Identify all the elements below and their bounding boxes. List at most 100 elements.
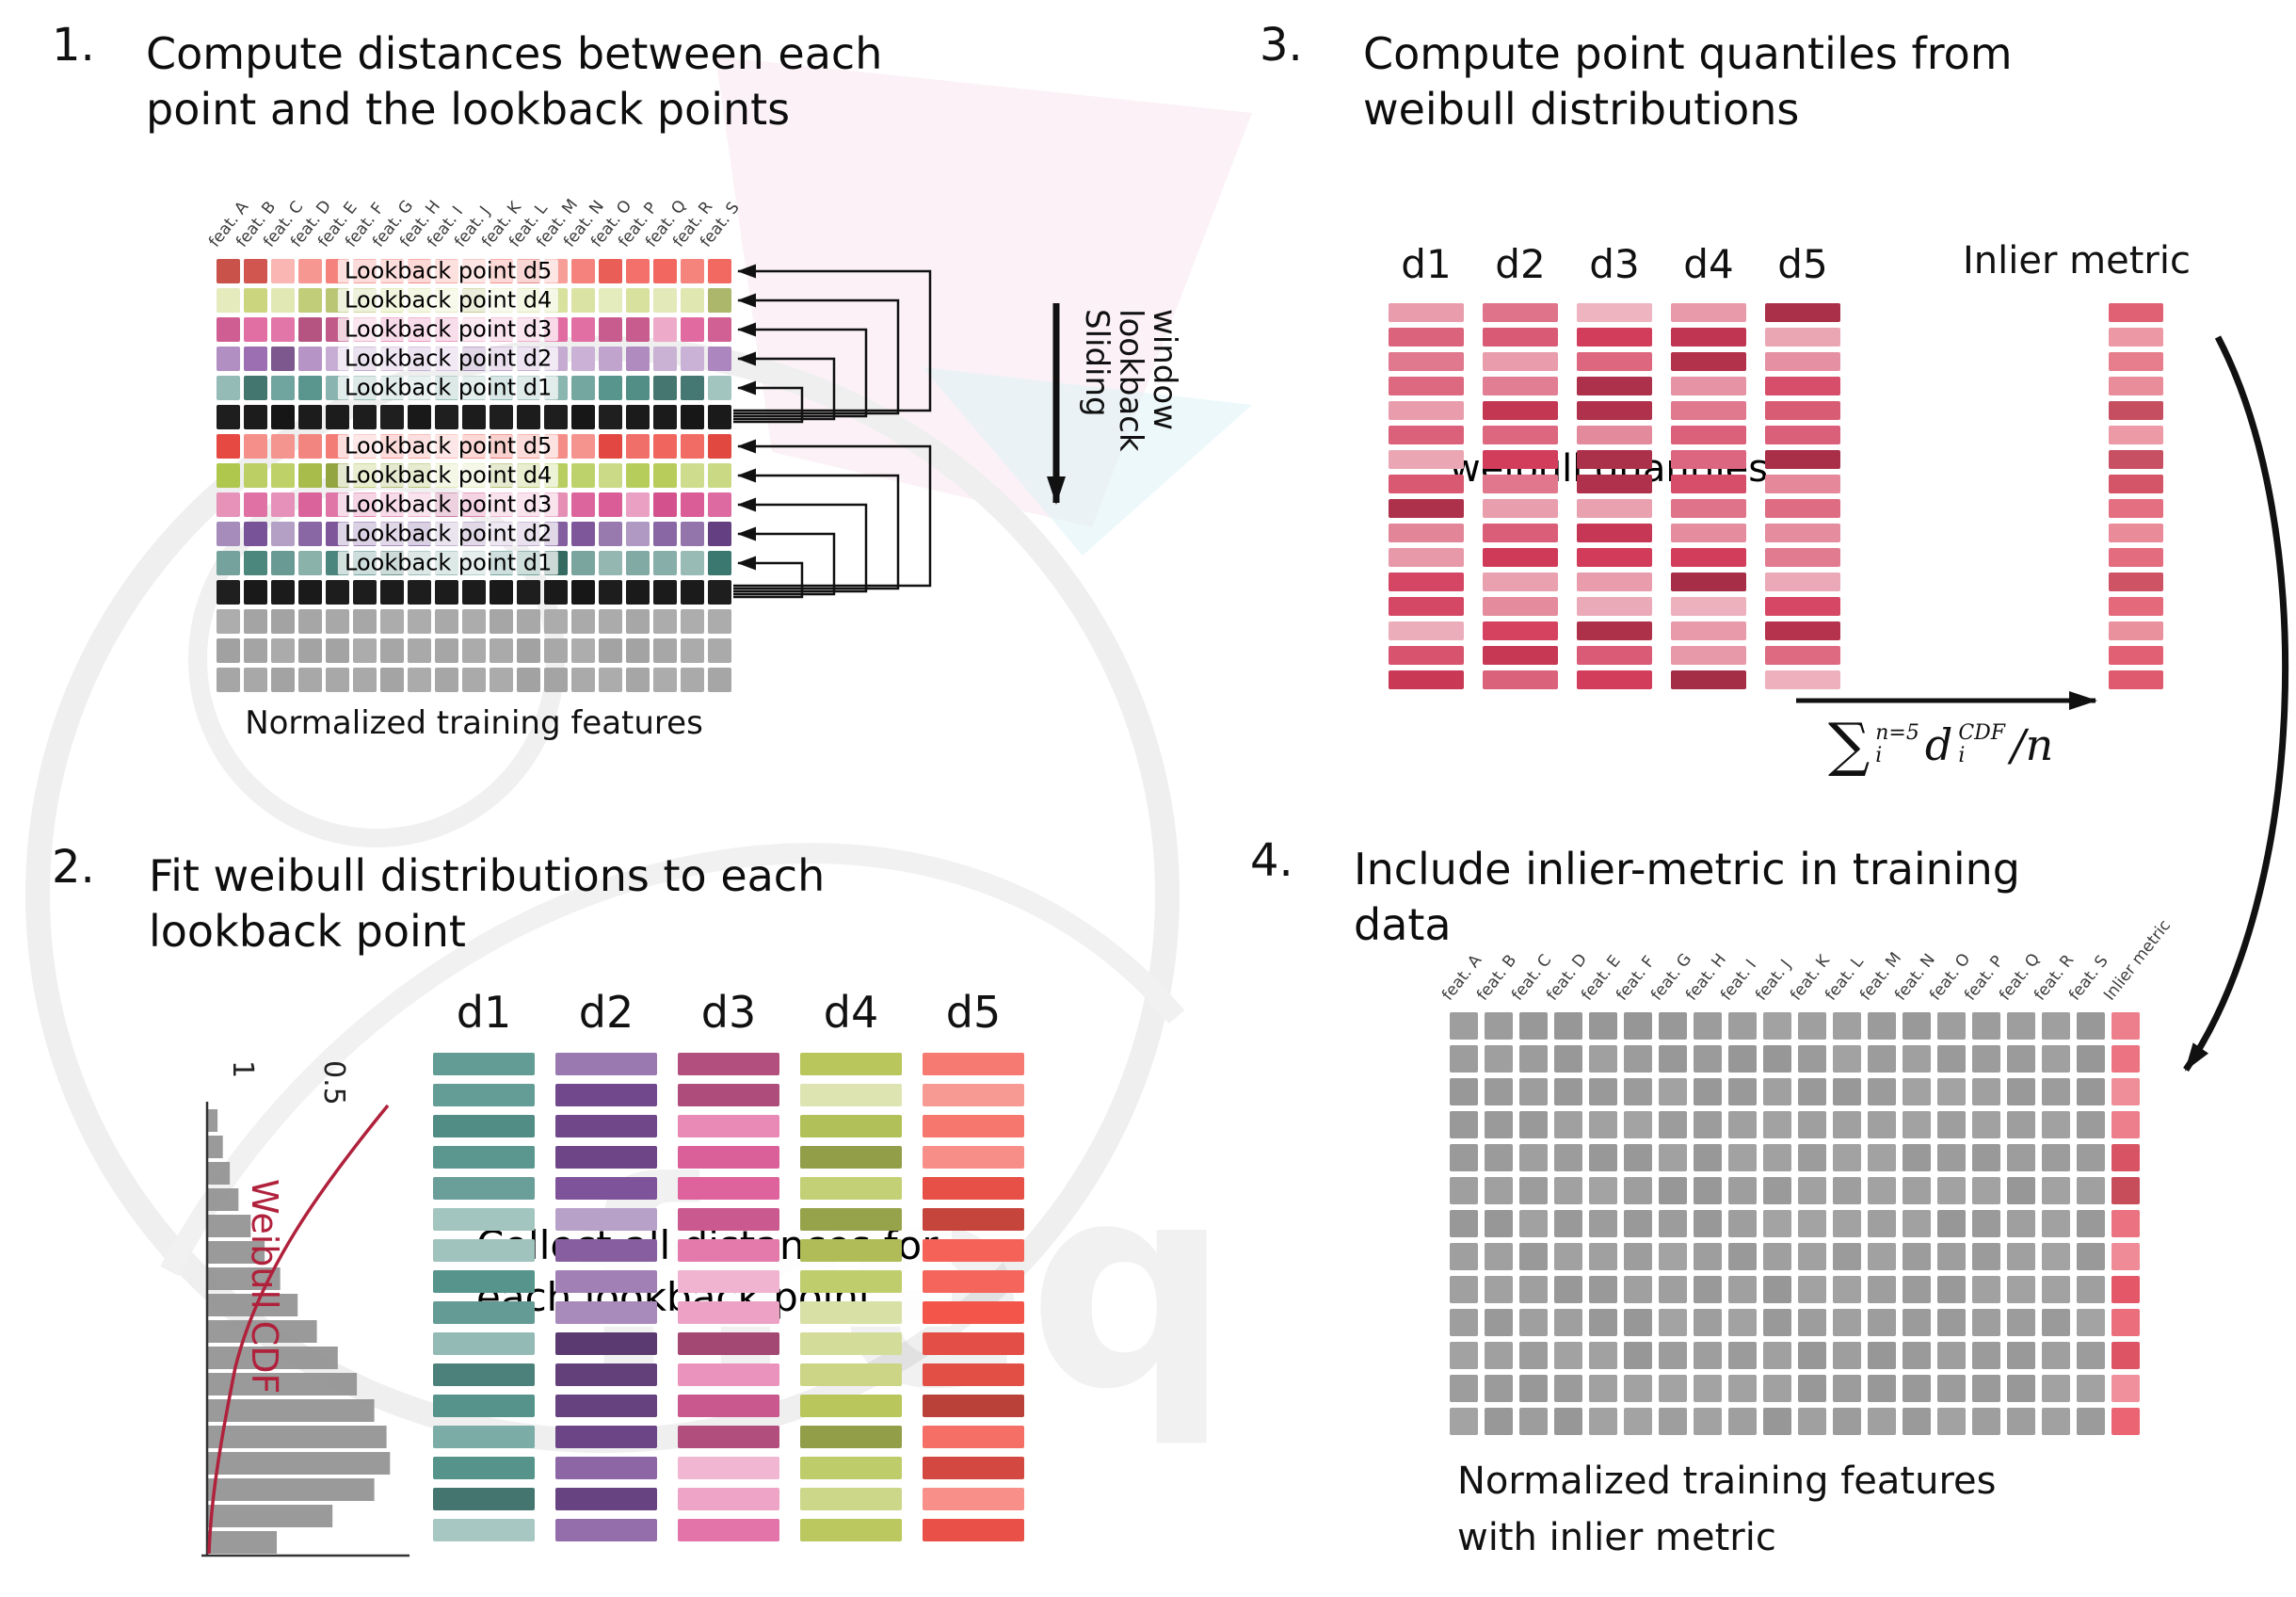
training-cell bbox=[1659, 1309, 1687, 1336]
distance-bar bbox=[1671, 303, 1746, 322]
training-cell bbox=[1798, 1210, 1826, 1237]
training-cell bbox=[2042, 1012, 2070, 1040]
training-cell bbox=[1972, 1309, 2000, 1336]
distance-bar bbox=[1577, 401, 1652, 420]
distance-bar bbox=[433, 1270, 535, 1293]
feature-cell bbox=[626, 492, 650, 517]
column-header: feat. J bbox=[1752, 956, 1796, 1005]
p3-quantile-column-d2 bbox=[1483, 303, 1558, 695]
training-cell bbox=[1659, 1177, 1687, 1204]
sum-symbol: ∑ bbox=[1828, 710, 1871, 779]
distance-bar bbox=[1671, 401, 1746, 420]
training-row bbox=[1450, 1177, 2140, 1204]
panel3-title-line2: weibull distributions bbox=[1363, 83, 1800, 135]
distance-bar bbox=[1671, 426, 1746, 444]
feature-cell bbox=[708, 347, 731, 371]
distance-bar bbox=[678, 1332, 779, 1355]
feature-cell bbox=[626, 434, 650, 459]
feature-cell bbox=[626, 259, 650, 283]
training-cell bbox=[1624, 1111, 1652, 1138]
training-cell bbox=[2042, 1078, 2070, 1105]
distance-bar bbox=[923, 1363, 1024, 1386]
panel1-caption: Normalized training features bbox=[245, 704, 703, 742]
training-cell bbox=[1798, 1177, 1826, 1204]
feature-cell bbox=[217, 317, 240, 342]
feature-cell bbox=[244, 668, 267, 692]
feature-cell bbox=[435, 405, 458, 429]
distance-bar bbox=[923, 1270, 1024, 1293]
feature-cell bbox=[681, 638, 704, 663]
training-cell bbox=[1868, 1243, 1896, 1270]
panel4-caption: Normalized training features with inlier… bbox=[1457, 1453, 1996, 1566]
distance-bar bbox=[678, 1426, 779, 1448]
training-cell bbox=[1624, 1210, 1652, 1237]
histogram-bar bbox=[207, 1109, 218, 1132]
training-cell bbox=[1659, 1111, 1687, 1138]
training-cell bbox=[1903, 1012, 1931, 1040]
p3-quantile-column-d5 bbox=[1765, 303, 1840, 695]
training-cell bbox=[2042, 1045, 2070, 1073]
feature-cell bbox=[653, 609, 677, 634]
training-cell bbox=[1728, 1243, 1757, 1270]
distance-bar bbox=[1671, 450, 1746, 469]
feature-cell bbox=[626, 288, 650, 313]
histogram-bar bbox=[207, 1478, 375, 1501]
plot-ylabel: Weibull CDF bbox=[244, 1179, 285, 1394]
feature-cell bbox=[217, 638, 240, 663]
distance-bar bbox=[1483, 450, 1558, 469]
feature-cell bbox=[298, 288, 322, 313]
distance-bar bbox=[1577, 426, 1652, 444]
panel4-caption-line1: Normalized training features bbox=[1457, 1460, 1997, 1503]
inlier-metric-cell bbox=[2111, 1408, 2140, 1435]
feature-cell bbox=[380, 609, 404, 634]
distance-bar bbox=[678, 1053, 779, 1075]
training-cell bbox=[1589, 1309, 1617, 1336]
distance-bar bbox=[433, 1053, 535, 1075]
distance-bar bbox=[1483, 352, 1558, 371]
feature-cell bbox=[490, 609, 513, 634]
feature-cell bbox=[708, 551, 731, 575]
feature-cell bbox=[435, 580, 458, 605]
training-cell bbox=[1937, 1045, 1966, 1073]
training-cell bbox=[1763, 1177, 1791, 1204]
feature-cell bbox=[681, 288, 704, 313]
inlier-metric-bar bbox=[2109, 670, 2163, 689]
training-row bbox=[1450, 1210, 2140, 1237]
feature-cell bbox=[244, 492, 267, 517]
training-cell bbox=[1519, 1012, 1548, 1040]
feature-cell bbox=[326, 580, 349, 605]
feature-cell bbox=[326, 638, 349, 663]
feature-cell bbox=[681, 668, 704, 692]
weibull-cdf-curve bbox=[207, 1104, 390, 1555]
feature-cell bbox=[653, 522, 677, 546]
distance-bar bbox=[1483, 524, 1558, 542]
distance-bar bbox=[1483, 621, 1558, 640]
training-cell bbox=[1833, 1276, 1861, 1303]
distance-bar bbox=[678, 1177, 779, 1200]
distance-bar bbox=[1483, 548, 1558, 567]
feature-cell bbox=[298, 668, 322, 692]
training-cell bbox=[1589, 1045, 1617, 1073]
lookback-row: Lookback point d5 bbox=[217, 259, 731, 283]
training-cell bbox=[1554, 1243, 1582, 1270]
training-cell bbox=[1763, 1111, 1791, 1138]
distance-bar bbox=[1483, 426, 1558, 444]
feature-cell bbox=[298, 347, 322, 371]
distance-bar bbox=[1765, 548, 1840, 567]
feature-cell bbox=[544, 609, 568, 634]
distance-bar bbox=[1577, 352, 1652, 371]
feature-cell bbox=[217, 668, 240, 692]
distance-bar bbox=[678, 1208, 779, 1231]
lookback-row: Lookback point d2 bbox=[217, 522, 731, 546]
training-cell bbox=[1485, 1144, 1513, 1171]
training-row bbox=[1450, 1012, 2140, 1040]
training-cell bbox=[1763, 1078, 1791, 1105]
training-cell bbox=[1972, 1375, 2000, 1402]
distance-bar bbox=[1765, 450, 1840, 469]
training-cell bbox=[1798, 1375, 1826, 1402]
feature-cell bbox=[626, 405, 650, 429]
feature-cell bbox=[599, 522, 622, 546]
inlier-metric-cell bbox=[2111, 1243, 2140, 1270]
bracket-arrow-d2 bbox=[733, 526, 836, 596]
feature-cell bbox=[708, 580, 731, 605]
